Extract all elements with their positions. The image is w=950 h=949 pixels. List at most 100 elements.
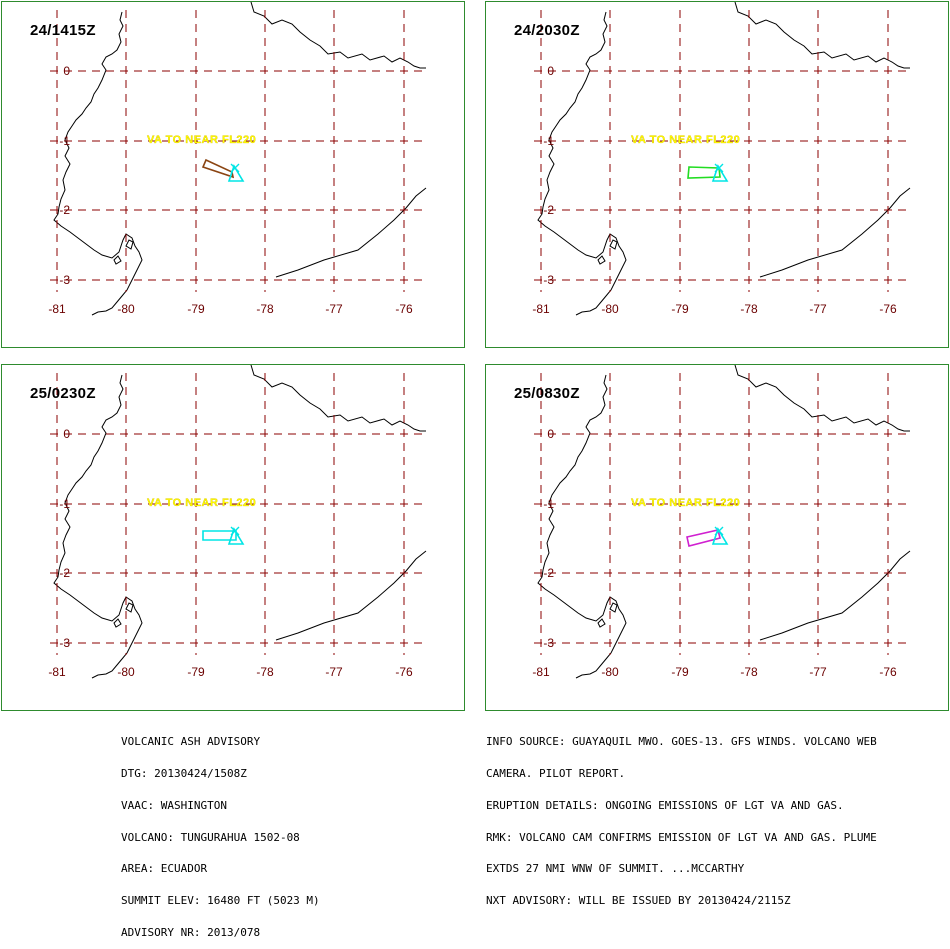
coastline — [537, 11, 627, 316]
lon-tick-label: -76 — [395, 665, 413, 679]
volcano-summit-icon — [230, 526, 240, 536]
advisory-line: VAAC: WASHINGTON — [121, 798, 227, 812]
lat-tick-label: 0 — [547, 427, 554, 441]
border-line — [759, 550, 911, 641]
coastline — [537, 374, 627, 679]
lon-tick-label: -76 — [395, 302, 413, 316]
lat-tick-label: -1 — [59, 497, 70, 511]
panel-time: 24/1415Z — [30, 22, 96, 39]
lon-tick-label: -81 — [532, 665, 550, 679]
lat-lon-grid — [534, 373, 910, 655]
forecast-panel-1: 0 -1 -2 -3 -81 -80 -79 -78 -77 -76 VA TO NEAR FL22… — [1, 1, 465, 348]
coastline — [53, 11, 143, 316]
lon-tick-label: -76 — [879, 302, 897, 316]
lat-tick-label: -3 — [543, 636, 554, 650]
forecast-panel-2: 0 -1 -2 -3 -81 -80 -79 -78 -77 -76 VA TO NEAR FL22… — [485, 1, 949, 348]
coastline-north — [734, 365, 910, 432]
va-level-label: VA TO NEAR FL220 — [147, 134, 256, 146]
ash-plume-polygon — [686, 529, 721, 547]
volcano-triangle-icon — [711, 527, 729, 545]
lon-tick-label: -80 — [117, 302, 135, 316]
ash-plume-hatch — [687, 166, 721, 179]
advisory-header-text: VOLCANIC ASH ADVISORY DTG: 20130424/1508… — [121, 716, 320, 949]
lat-lon-grid — [534, 10, 910, 292]
advisory-line: RMK: VOLCANO CAM CONFIRMS EMISSION OF LG… — [486, 830, 877, 844]
lat-tick-label: -2 — [59, 566, 70, 580]
panel-time: 25/0230Z — [30, 385, 96, 402]
lon-tick-label: -81 — [48, 302, 66, 316]
advisory-line: ERUPTION DETAILS: ONGOING EMISSIONS OF L… — [486, 798, 844, 812]
border-line — [275, 187, 427, 278]
volcano-triangle-icon — [227, 527, 245, 545]
advisory-line: EXTDS 27 NMI WNW OF SUMMIT. ...MCCARTHY — [486, 862, 745, 876]
map-svg: 0 -1 -2 -3 -81 -80 -79 -78 -77 -76 VA TO NEAR FL22… — [532, 365, 911, 679]
lon-tick-label: -80 — [117, 665, 135, 679]
forecast-panel-3: 0 -1 -2 -3 -81 -80 -79 -78 -77 -76 VA TO NEAR FL22… — [1, 364, 465, 711]
lat-tick-label: -3 — [59, 636, 70, 650]
volcano-triangle-icon — [711, 164, 729, 182]
lat-tick-label: -1 — [543, 134, 554, 148]
island-outline — [597, 602, 618, 628]
lat-tick-label: 0 — [63, 427, 70, 441]
lon-tick-label: -77 — [325, 665, 343, 679]
advisory-line: INFO SOURCE: GUAYAQUIL MWO. GOES-13. GFS… — [486, 735, 877, 749]
lon-tick-label: -79 — [187, 302, 205, 316]
va-level-label: VA TO NEAR FL220 — [147, 497, 256, 509]
advisory-line: ADVISORY NR: 2013/078 — [121, 925, 261, 939]
va-level-label: VA TO NEAR FL220 — [631, 134, 740, 146]
lat-lon-grid — [50, 10, 426, 292]
island-outline — [113, 602, 134, 628]
coastline-north — [250, 365, 426, 432]
ash-plume-hatch — [202, 530, 237, 541]
lat-lon-grid — [50, 373, 426, 655]
lon-tick-label: -81 — [532, 302, 550, 316]
advisory-line: NXT ADVISORY: WILL BE ISSUED BY 20130424… — [486, 894, 791, 908]
coastline-north — [734, 2, 910, 69]
lon-tick-label: -77 — [325, 302, 343, 316]
map-svg: 0 -1 -2 -3 -81 -80 -79 -78 -77 -76 VA TO NEAR FL22… — [532, 2, 911, 316]
advisory-line: AREA: ECUADOR — [121, 862, 208, 876]
advisory-line: DTG: 20130424/1508Z — [121, 766, 247, 780]
panel-time: 24/2030Z — [514, 22, 580, 39]
map-svg: 0 -1 -2 -3 -81 -80 -79 -78 -77 -76 VA TO NEAR FL22… — [48, 365, 427, 679]
coastline-north — [250, 2, 426, 69]
lon-tick-label: -78 — [256, 665, 274, 679]
lat-tick-label: -3 — [543, 273, 554, 287]
lon-tick-label: -76 — [879, 665, 897, 679]
lon-tick-label: -80 — [601, 665, 619, 679]
lat-tick-label: 0 — [547, 64, 554, 78]
lon-tick-label: -80 — [601, 302, 619, 316]
lon-tick-label: -77 — [809, 302, 827, 316]
map-svg: 0 -1 -2 -3 -81 -80 -79 -78 -77 -76 VA TO NEAR FL22… — [48, 2, 427, 316]
lat-tick-label: -2 — [59, 203, 70, 217]
lon-tick-label: -77 — [809, 665, 827, 679]
forecast-panel-4: 0 -1 -2 -3 -81 -80 -79 -78 -77 -76 VA TO NEAR FL22… — [485, 364, 949, 711]
island-outline — [597, 239, 618, 265]
island-outline — [113, 239, 134, 265]
border-line — [275, 550, 427, 641]
lon-tick-label: -81 — [48, 665, 66, 679]
lat-tick-label: -3 — [59, 273, 70, 287]
advisory-line: VOLCANO: TUNGURAHUA 1502-08 — [121, 830, 300, 844]
advisory-line: VOLCANIC ASH ADVISORY — [121, 735, 261, 749]
advisory-line: CAMERA. PILOT REPORT. — [486, 766, 626, 780]
volcano-summit-icon — [714, 526, 724, 536]
ash-plume-hatch — [202, 159, 234, 178]
volcano-summit-icon — [230, 163, 240, 173]
volcano-triangle-icon — [227, 164, 245, 182]
lat-tick-label: -2 — [543, 566, 554, 580]
panel-time: 25/0830Z — [514, 385, 580, 402]
va-level-label: VA TO NEAR FL220 — [631, 497, 740, 509]
lon-tick-label: -79 — [671, 302, 689, 316]
lat-tick-label: -1 — [59, 134, 70, 148]
lon-tick-label: -78 — [740, 665, 758, 679]
lat-tick-label: 0 — [63, 64, 70, 78]
advisory-line: SUMMIT ELEV: 16480 FT (5023 M) — [121, 894, 320, 908]
lon-tick-label: -79 — [187, 665, 205, 679]
lon-tick-label: -78 — [256, 302, 274, 316]
lat-tick-label: -1 — [543, 497, 554, 511]
border-line — [759, 187, 911, 278]
lon-tick-label: -78 — [740, 302, 758, 316]
advisory-details-text: INFO SOURCE: GUAYAQUIL MWO. GOES-13. GFS… — [486, 716, 877, 917]
volcano-summit-icon — [714, 163, 724, 173]
